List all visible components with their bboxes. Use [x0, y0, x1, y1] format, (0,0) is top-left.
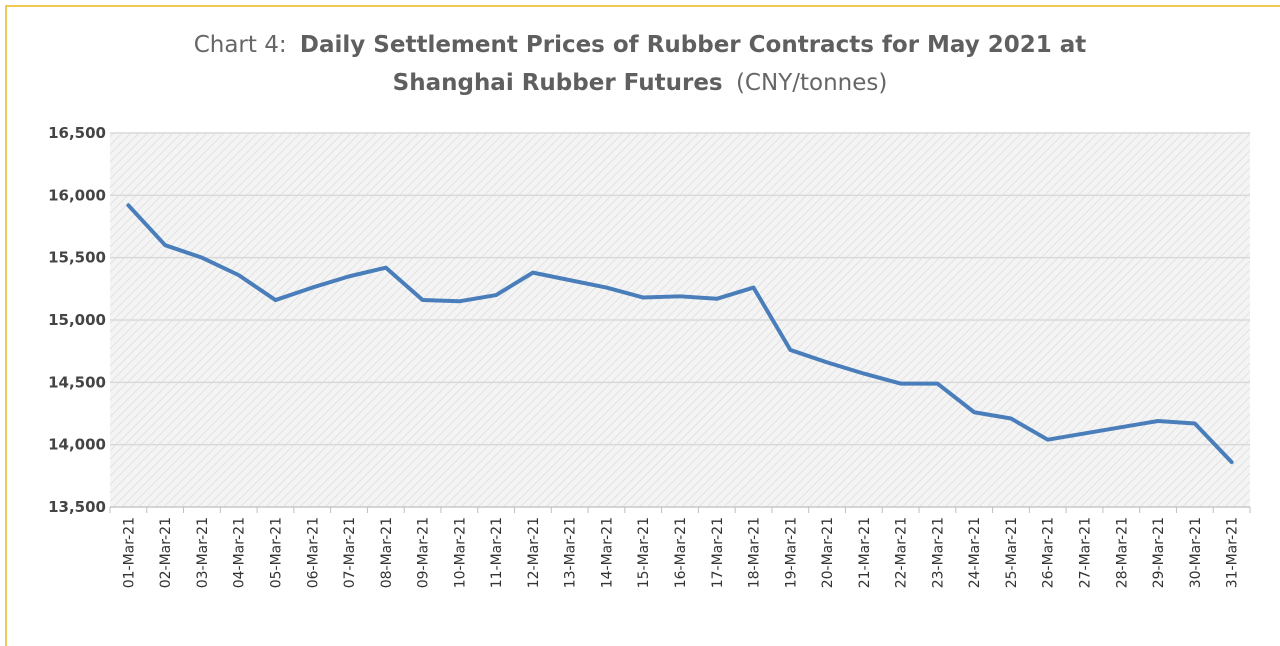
x-tick-label: 04-Mar-21 — [232, 517, 248, 588]
title-part: Shanghai Rubber Futures — [393, 70, 723, 96]
chart-title: Chart 4: Daily Settlement Prices of Rubb… — [194, 32, 1087, 58]
x-tick-label: 23-Mar-21 — [930, 517, 946, 588]
x-tick-label: 19-Mar-21 — [783, 517, 799, 588]
x-tick-label: 12-Mar-21 — [526, 517, 542, 588]
y-tick-label: 16,000 — [48, 186, 106, 204]
x-tick-label: 29-Mar-21 — [1151, 517, 1167, 588]
chart-title: Shanghai Rubber Futures (CNY/tonnes) — [393, 70, 888, 96]
x-tick-label: 03-Mar-21 — [195, 517, 211, 588]
x-tick-label: 31-Mar-21 — [1225, 517, 1241, 588]
x-tick-label: 20-Mar-21 — [820, 517, 836, 588]
x-tick-label: 25-Mar-21 — [1004, 517, 1020, 588]
y-tick-label: 13,500 — [48, 498, 106, 516]
x-tick-label: 07-Mar-21 — [342, 517, 358, 588]
x-tick-label: 11-Mar-21 — [489, 517, 505, 588]
frame — [5, 5, 1280, 646]
y-tick-label: 14,000 — [48, 436, 106, 454]
x-tick-label: 06-Mar-21 — [305, 517, 321, 588]
title-part: (CNY/tonnes) — [736, 70, 887, 96]
x-tick-label: 05-Mar-21 — [268, 517, 284, 588]
y-tick-label: 15,500 — [48, 249, 106, 267]
x-tick-label: 28-Mar-21 — [1114, 517, 1130, 588]
x-tick-label: 30-Mar-21 — [1188, 517, 1204, 588]
x-tick-label: 02-Mar-21 — [158, 517, 174, 588]
line — [126, 203, 1234, 465]
x-tick-label: 16-Mar-21 — [673, 517, 689, 588]
x-tick-label: 24-Mar-21 — [967, 517, 983, 588]
title-part: Daily Settlement Prices of Rubber Contra… — [300, 32, 1086, 58]
x-tick-label: 17-Mar-21 — [710, 517, 726, 588]
x-tick-label: 09-Mar-21 — [416, 517, 432, 588]
y-tick-label: 15,000 — [48, 311, 106, 329]
title-part: Chart 4: — [194, 32, 287, 58]
y-tick-label: 14,500 — [48, 373, 106, 391]
x-tick-label: 26-Mar-21 — [1041, 517, 1057, 588]
x-tick-label: 08-Mar-21 — [379, 517, 395, 588]
y-tick-label: 16,500 — [48, 124, 106, 142]
x-tick-label: 14-Mar-21 — [599, 517, 615, 588]
x-tick-label: 10-Mar-21 — [452, 517, 468, 588]
x-tick-label: 15-Mar-21 — [636, 517, 652, 588]
x-tick-label: 21-Mar-21 — [857, 517, 873, 588]
x-tick-label: 22-Mar-21 — [894, 517, 910, 588]
x-tick-label: 27-Mar-21 — [1078, 517, 1094, 588]
x-tick-label: 01-Mar-21 — [121, 517, 137, 588]
x-tick-label: 13-Mar-21 — [563, 517, 579, 588]
x-tick-label: 18-Mar-21 — [747, 517, 763, 588]
